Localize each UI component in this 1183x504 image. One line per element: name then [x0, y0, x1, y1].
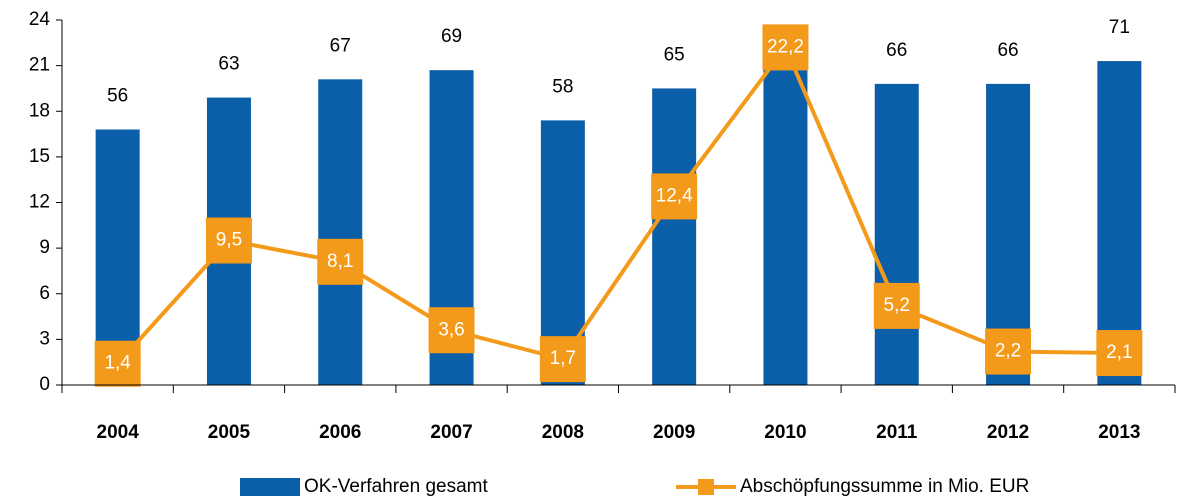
label-bg	[650, 40, 699, 71]
label-box	[428, 307, 475, 354]
x-tick-label: 2005	[208, 422, 251, 443]
label-bg	[984, 35, 1033, 66]
label-bg	[316, 31, 365, 62]
x-tick-label: 2008	[542, 422, 584, 443]
bar	[318, 79, 363, 385]
data-label: 69	[441, 26, 462, 47]
data-label: 56	[107, 86, 128, 107]
data-label: 9,5	[216, 230, 242, 251]
y-tick-label: 24	[29, 9, 51, 30]
label-bg	[538, 72, 587, 103]
y-tick-label: 3	[39, 328, 50, 349]
label-bg	[93, 81, 142, 112]
y-tick-label: 0	[39, 374, 50, 395]
y-tick-label: 12	[29, 192, 50, 213]
x-tick-label: 2004	[97, 422, 140, 443]
bar	[652, 88, 697, 385]
x-tick-label: 2012	[987, 422, 1029, 443]
x-tick-label: 2009	[653, 422, 695, 443]
x-tick-label: 2013	[1098, 422, 1140, 443]
legend-swatch	[240, 478, 300, 496]
label-bg	[427, 22, 476, 53]
label-box	[94, 340, 141, 387]
bar	[874, 83, 919, 385]
data-label: 12,4	[656, 185, 693, 206]
label-box	[1096, 330, 1143, 377]
legend-label: Abschöpfungssumme in Mio. EUR	[740, 476, 1029, 497]
label-box	[985, 328, 1032, 375]
label-bg	[872, 35, 921, 66]
data-label: 2,1	[1106, 342, 1132, 363]
label-box	[205, 217, 252, 264]
data-label: 67	[330, 35, 351, 56]
x-tick-label: 2007	[430, 422, 472, 443]
data-label: 63	[218, 54, 239, 75]
data-label: 58	[552, 76, 573, 97]
label-box	[873, 282, 920, 329]
data-label: 66	[997, 40, 1018, 61]
legend-label: OK-Verfahren gesamt	[304, 476, 488, 497]
y-tick-label: 9	[39, 237, 50, 258]
x-tick-label: 2006	[319, 422, 361, 443]
data-label: 2,2	[995, 341, 1021, 362]
data-label: 65	[664, 44, 685, 65]
data-label: 1,7	[550, 348, 576, 369]
label-box	[651, 173, 698, 220]
data-label: 3,6	[438, 319, 464, 340]
y-tick-label: 6	[39, 283, 50, 304]
label-bg	[204, 49, 253, 80]
y-tick-label: 21	[29, 55, 50, 76]
x-tick-label: 2010	[764, 422, 806, 443]
data-label: 22,2	[767, 36, 804, 57]
data-label: 5,2	[884, 295, 910, 316]
y-tick-label: 15	[29, 146, 50, 167]
data-label: 8,1	[327, 251, 353, 272]
data-label: 66	[886, 40, 907, 61]
y-tick-label: 18	[29, 100, 50, 121]
bar	[763, 70, 808, 385]
x-tick-label: 2011	[876, 422, 918, 443]
label-box	[317, 238, 364, 285]
label-box	[762, 24, 809, 71]
line	[116, 43, 1120, 366]
label-bg	[1095, 13, 1144, 44]
data-label: 1,4	[104, 353, 131, 374]
data-label: 71	[1109, 17, 1130, 38]
label-box	[539, 336, 586, 383]
legend-marker	[698, 479, 714, 495]
